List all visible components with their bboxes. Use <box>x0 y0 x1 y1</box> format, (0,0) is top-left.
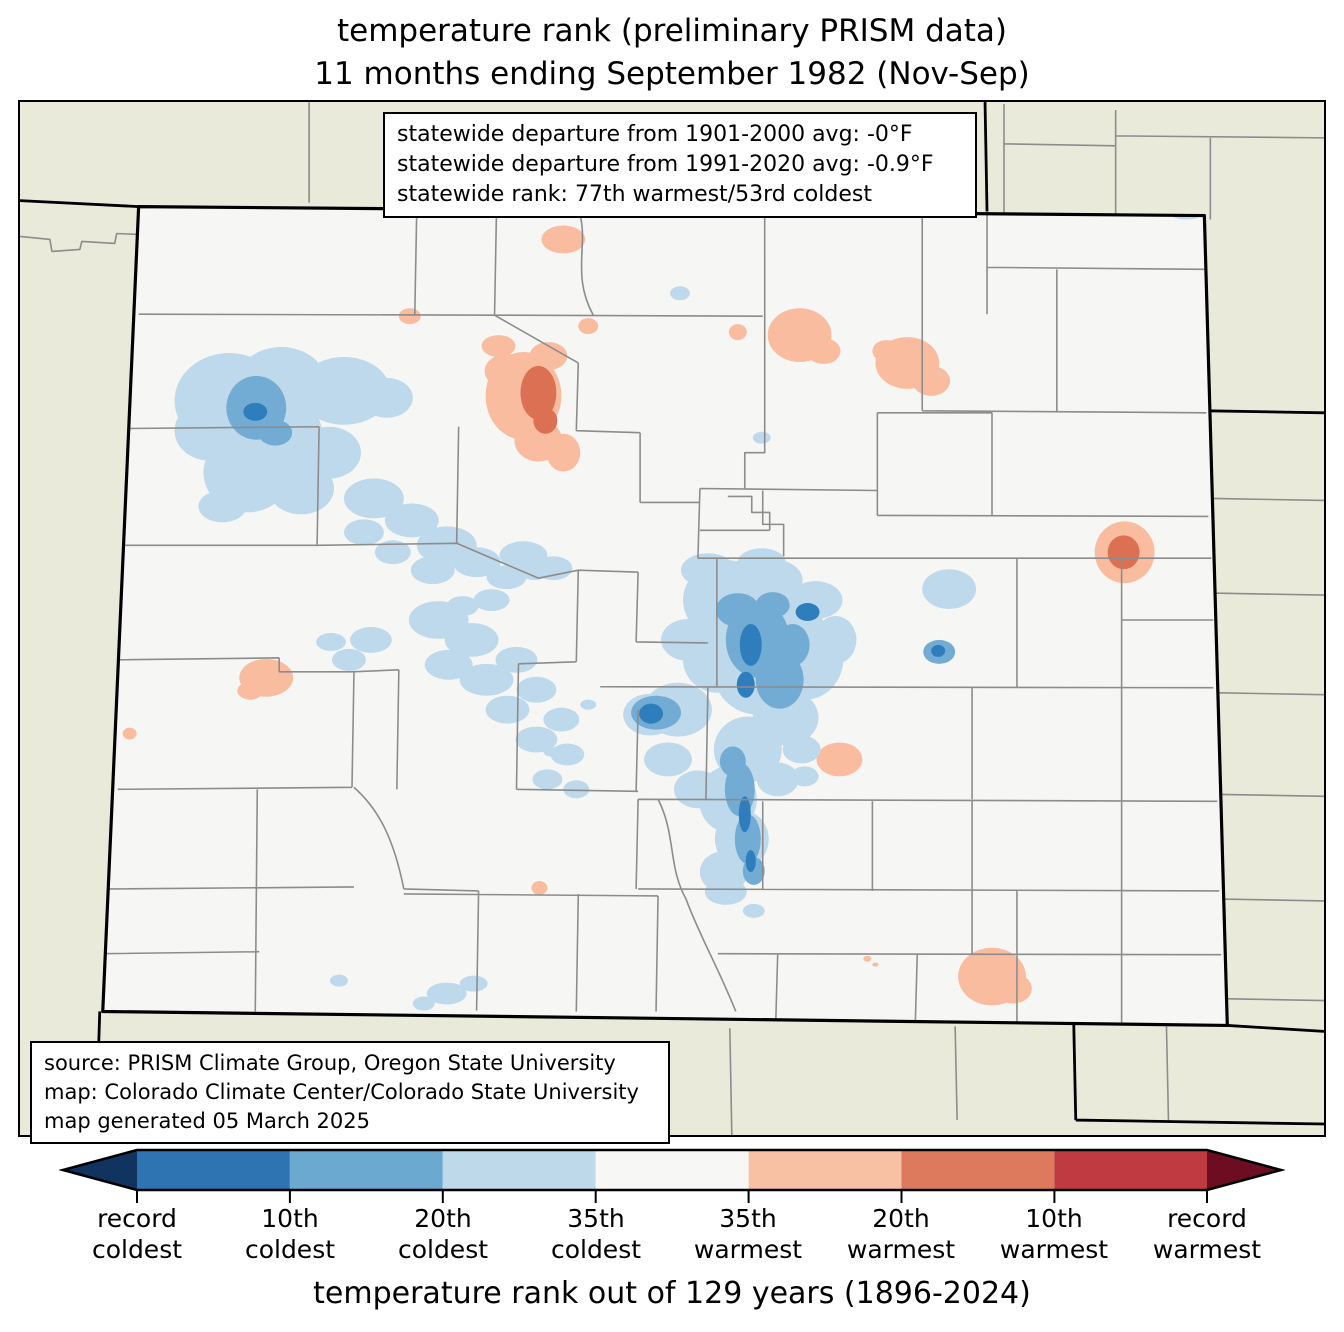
statewide-stats-box: statewide departure from 1901-2000 avg: … <box>383 112 977 218</box>
map-canvas <box>20 102 1324 1135</box>
tick-label-10th-coldest: 10th coldest <box>244 1204 336 1264</box>
colorbar-arrow-record-warmest <box>1207 1150 1281 1190</box>
tick-label-10th-warmest: 10th warmest <box>999 1204 1109 1264</box>
title-line2: 11 months ending September 1982 (Nov-Sep… <box>314 55 1030 92</box>
source-line2: map: Colorado Climate Center/Colorado St… <box>44 1079 639 1104</box>
colorbar-seg-20th-coldest <box>289 1150 443 1190</box>
tick-label-20th-warmest: 20th warmest <box>846 1204 956 1264</box>
colorbar-seg-35th-warmest <box>748 1150 902 1190</box>
colorbar-seg-20th-warmest <box>901 1150 1055 1190</box>
colorbar-seg-neutral <box>595 1150 749 1190</box>
tick-label-20th-coldest: 20th coldest <box>397 1204 489 1264</box>
tick-label-record-warmest: record warmest <box>1152 1204 1262 1264</box>
colorbar-seg-10th-coldest <box>137 1150 290 1190</box>
colorbar-seg-10th-warmest <box>1054 1150 1207 1190</box>
colorado-map <box>18 100 1326 1137</box>
colorado-county-lines <box>102 207 1222 1026</box>
source-line1: source: PRISM Climate Group, Oregon Stat… <box>44 1051 616 1075</box>
colorbar-ticks <box>136 1190 1208 1203</box>
colorado-state-fill <box>102 206 1228 1026</box>
tick-label-record-coldest: record coldest <box>91 1204 183 1264</box>
figure-title: temperature rank (preliminary PRISM data… <box>0 10 1344 96</box>
colorbar-gradient <box>59 1148 1285 1203</box>
title-line1: temperature rank (preliminary PRISM data… <box>336 13 1007 49</box>
stats-line2: statewide departure from 1991-2020 avg: … <box>397 151 934 177</box>
stats-line1: statewide departure from 1901-2000 avg: … <box>397 122 913 147</box>
colorbar-caption: temperature rank out of 129 years (1896-… <box>313 1276 1031 1311</box>
colorbar-seg-35th-coldest <box>442 1150 596 1190</box>
tick-label-35th-warmest: 35th warmest <box>693 1204 803 1264</box>
warm-anomaly-20th <box>520 365 1140 570</box>
source-credit-box: source: PRISM Climate Group, Oregon Stat… <box>30 1041 670 1144</box>
stats-line3: statewide rank: 77th warmest/53rd coldes… <box>397 181 872 207</box>
colorbar <box>59 1146 1285 1204</box>
source-line3: map generated 05 March 2025 <box>44 1108 371 1133</box>
cold-anomaly-10th <box>243 402 946 873</box>
tick-label-35th-coldest: 35th coldest <box>550 1204 642 1264</box>
colorbar-arrow-record-coldest <box>63 1150 137 1190</box>
